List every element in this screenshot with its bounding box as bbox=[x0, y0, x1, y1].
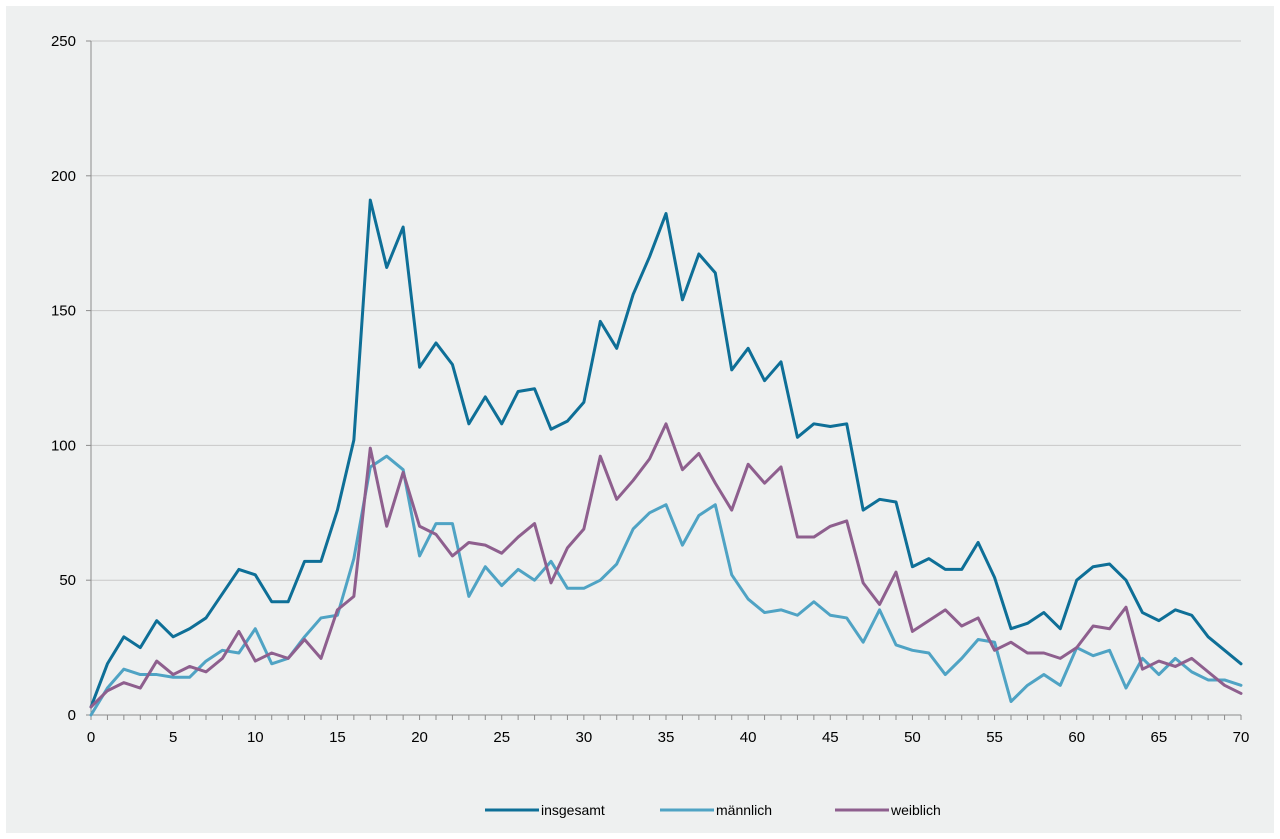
series-line-insgesamt bbox=[89, 198, 1243, 709]
x-tick-label: 0 bbox=[87, 729, 95, 746]
line-chart: 0 50 100 150 200 250 0 5 10 15 20 25 30 35 40 45 50 55 60 6… bbox=[51, 33, 1249, 818]
x-tick-label: 30 bbox=[576, 729, 593, 746]
legend: insgesamt männlich weiblich bbox=[485, 802, 941, 818]
series-line-männlich bbox=[89, 454, 1243, 717]
x-tick-label: 65 bbox=[1151, 729, 1168, 746]
x-tick-label: 70 bbox=[1233, 729, 1250, 746]
legend-item-insgesamt: insgesamt bbox=[485, 802, 605, 818]
series-lines bbox=[89, 198, 1243, 717]
x-tick-label: 35 bbox=[658, 729, 675, 746]
legend-item-männlich: männlich bbox=[660, 802, 772, 818]
x-tick-label: 10 bbox=[247, 729, 264, 746]
legend-label: insgesamt bbox=[541, 802, 605, 818]
y-tick-label: 0 bbox=[68, 707, 76, 724]
axes: 0 50 100 150 200 250 0 5 10 15 20 25 30 35 40 45 50 55 60 6… bbox=[51, 33, 1249, 746]
chart-area: 0 50 100 150 200 250 0 5 10 15 20 25 30 35 40 45 50 55 60 6… bbox=[6, 6, 1274, 833]
legend-item-weiblich: weiblich bbox=[835, 802, 941, 818]
x-tick-label: 15 bbox=[329, 729, 346, 746]
x-tick-label: 25 bbox=[493, 729, 510, 746]
legend-label: männlich bbox=[716, 802, 772, 818]
y-tick-label: 50 bbox=[59, 572, 76, 589]
legend-label: weiblich bbox=[890, 802, 941, 818]
x-tick-label: 20 bbox=[411, 729, 428, 746]
y-tick-label: 200 bbox=[51, 168, 76, 185]
y-tick-label: 150 bbox=[51, 303, 76, 320]
x-tick-label: 45 bbox=[822, 729, 839, 746]
x-tick-label: 5 bbox=[169, 729, 177, 746]
series-line-weiblich bbox=[89, 422, 1243, 709]
x-tick-label: 40 bbox=[740, 729, 757, 746]
grid-lines bbox=[91, 40, 1241, 581]
y-tick-label: 100 bbox=[51, 437, 76, 454]
x-tick-label: 55 bbox=[986, 729, 1003, 746]
x-tick-label: 50 bbox=[904, 729, 921, 746]
y-tick-label: 250 bbox=[51, 33, 76, 50]
x-tick-label: 60 bbox=[1068, 729, 1085, 746]
